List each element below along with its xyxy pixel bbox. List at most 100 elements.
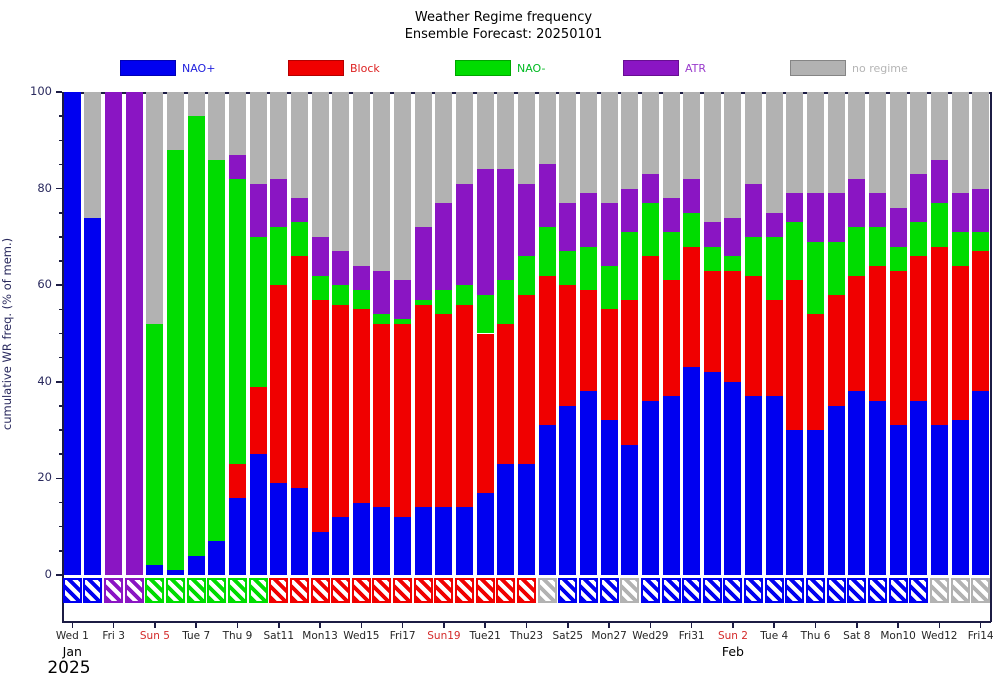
dominant-regime-hatch [517, 578, 536, 603]
x-tick [277, 622, 280, 628]
bar-segment-nao [683, 367, 701, 575]
x-tick-label: Sun 2 [717, 630, 748, 642]
bar-segment-block [745, 275, 763, 397]
dominant-regime-hatch [620, 578, 640, 603]
bar-segment-atr [456, 183, 474, 286]
bar-segment-nao [868, 227, 886, 266]
bar-segment-nao [889, 425, 907, 575]
bar-segment-atr [641, 174, 659, 204]
bar-segment-atr [125, 92, 143, 575]
x-tick [897, 622, 899, 628]
y-major-tick [56, 574, 62, 576]
bar-segment-nao [63, 92, 81, 575]
dominant-regime-hatch [434, 578, 454, 603]
bar-segment-nao [414, 299, 432, 305]
bar-segment-nao [703, 246, 721, 271]
dominant-regime-hatch [83, 578, 103, 603]
x-tick-label: Thu 9 [222, 630, 253, 642]
bar-segment-nao [745, 236, 763, 276]
bar-segment-noregime [435, 92, 453, 204]
bar-segment-noregime [807, 92, 825, 194]
bar-segment-noregime [538, 92, 556, 165]
x-tick-label: Sat25 [552, 630, 584, 642]
bar-segment-block [662, 280, 680, 397]
chart-subtitle: Ensemble Forecast: 20250101 [404, 27, 603, 42]
x-tick-label: Thu23 [509, 630, 544, 642]
bar-segment-atr [786, 193, 804, 223]
bar-segment-noregime [352, 92, 370, 266]
bar-segment-nao [456, 285, 474, 305]
bar-segment-nao [930, 425, 948, 575]
dominant-regime-hatch [682, 578, 702, 603]
bar-segment-nao [208, 541, 226, 575]
bar-segment-nao [951, 232, 969, 266]
dominant-regime-hatch [537, 578, 557, 603]
x-tick-label: Sat 8 [843, 630, 871, 642]
dominant-regime-hatch [269, 578, 289, 603]
bar-segment-nao [683, 212, 701, 247]
bar-segment-noregime [868, 92, 886, 194]
bar-segment-nao [497, 280, 515, 324]
dominant-regime-hatch [764, 578, 784, 603]
bar-segment-atr [951, 193, 969, 233]
x-tick [856, 622, 858, 628]
bar-segment-block [249, 386, 267, 455]
dominant-regime-hatch [744, 578, 764, 603]
bar-segment-nao [827, 241, 845, 295]
bar-segment-nao [538, 425, 556, 575]
bar-segment-nao [352, 502, 370, 575]
bar-segment-nao [249, 236, 267, 387]
bar-segment-nao [807, 241, 825, 315]
bar-segment-atr [518, 183, 535, 257]
bar-segment-atr [394, 280, 412, 319]
bar-segment-block [641, 256, 659, 402]
bar-segment-noregime [187, 92, 205, 117]
bar-segment-noregime [476, 92, 494, 170]
bar-segment-nao [889, 246, 907, 271]
dominant-regime-hatch [971, 578, 991, 603]
bar-segment-noregime [889, 92, 907, 208]
bar-segment-nao [765, 236, 783, 300]
dominant-regime-hatch [372, 578, 392, 603]
bar-segment-atr [910, 174, 928, 223]
year-label: 2025 [47, 658, 91, 678]
x-tick-label: Fri31 [678, 630, 705, 642]
bar-segment-nao [518, 256, 535, 295]
bar-segment-nao [476, 294, 494, 334]
bar-segment-block [848, 275, 866, 392]
bar-segment-atr [249, 183, 267, 237]
block-swatch [288, 60, 344, 76]
bar-segment-atr [662, 198, 680, 233]
x-tick [649, 622, 652, 628]
y-tick-label: 20 [37, 470, 52, 485]
bar-segment-block [456, 304, 474, 508]
bar-segment-atr [724, 217, 742, 257]
bar-segment-block [290, 256, 308, 489]
y-minor-tick [58, 550, 62, 552]
y-major-tick [56, 284, 62, 286]
bar-segment-atr [848, 178, 866, 228]
bar-segment-atr [538, 164, 556, 228]
y-minor-tick [58, 525, 62, 528]
bar-segment-block [270, 285, 288, 484]
x-tick-label: Fri 3 [102, 630, 125, 642]
bar-segment-nao [621, 444, 639, 575]
bar-segment-nao [724, 381, 742, 575]
x-tick-label: Tue21 [469, 630, 501, 642]
bar-segment-nao [579, 246, 597, 291]
dominant-regime-hatch [826, 578, 846, 603]
bar-segment-atr [476, 169, 494, 295]
legend-label-nao-plus: NAO+ [182, 62, 216, 75]
bar-segment-nao [290, 222, 308, 257]
y-minor-tick [58, 139, 62, 142]
dominant-regime-hatch [145, 578, 165, 603]
bar-segment-noregime [167, 92, 185, 150]
bar-segment-nao [187, 555, 205, 575]
bar-segment-block [497, 323, 515, 464]
bar-segment-nao [910, 222, 928, 257]
no-regime-swatch [790, 60, 846, 76]
bar-segment-nao [208, 159, 226, 542]
y-minor-tick [58, 115, 62, 117]
x-tick-label: Mon10 [880, 630, 916, 642]
